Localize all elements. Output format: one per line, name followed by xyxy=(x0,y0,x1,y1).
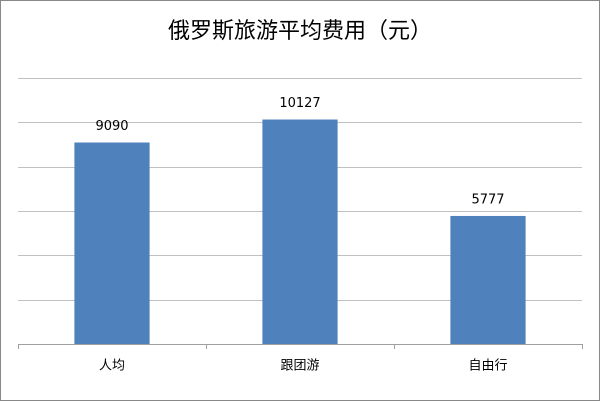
bar xyxy=(262,119,338,345)
chart-title: 俄罗斯旅游平均费用（元） xyxy=(168,19,432,44)
x-tick-label: 跟团游 xyxy=(280,359,319,374)
bar xyxy=(450,215,526,344)
bar xyxy=(74,142,150,344)
x-tick-label: 人均 xyxy=(99,359,125,374)
x-tick-label: 自由行 xyxy=(468,359,507,374)
value-label: 10127 xyxy=(279,96,320,111)
value-label: 9090 xyxy=(95,119,128,134)
value-label: 5777 xyxy=(471,192,504,207)
